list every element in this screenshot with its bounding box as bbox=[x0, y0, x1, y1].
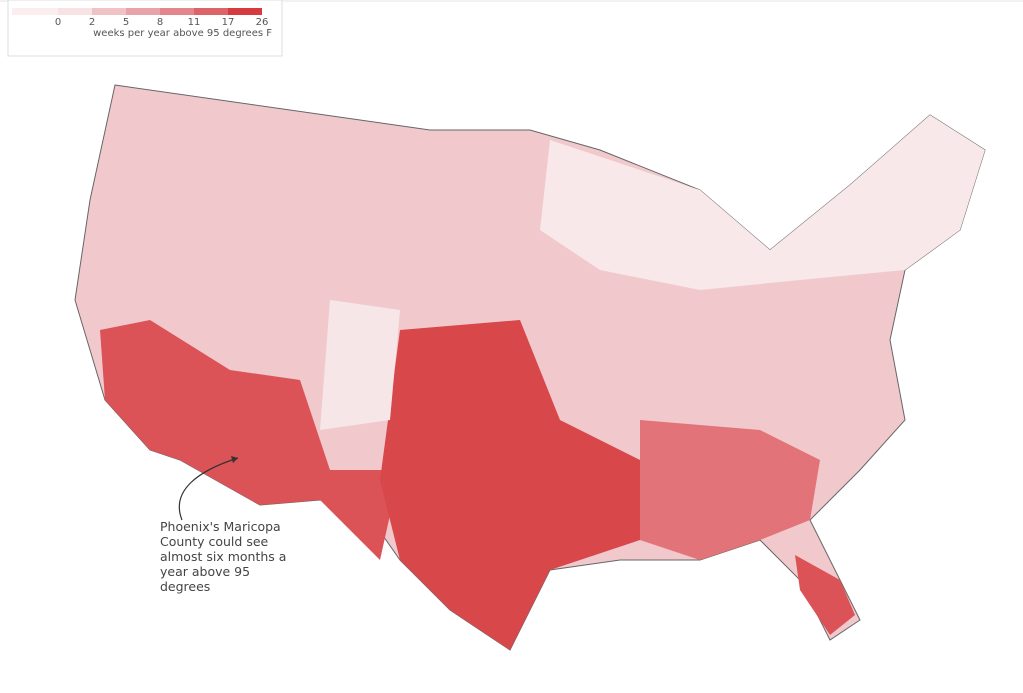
mountain-cool bbox=[320, 300, 400, 430]
legend-swatch bbox=[194, 8, 228, 15]
annotation-line: Phoenix's Maricopa bbox=[160, 519, 281, 534]
map bbox=[74, 84, 986, 651]
annotation-line: degrees bbox=[160, 579, 210, 594]
legend-swatch bbox=[58, 8, 92, 15]
legend-swatch bbox=[160, 8, 194, 15]
legend-swatch bbox=[228, 8, 262, 15]
legend-swatch bbox=[12, 8, 58, 15]
southwest-hot bbox=[100, 320, 400, 560]
florida-hot bbox=[795, 555, 855, 635]
annotation-line: County could see bbox=[160, 534, 269, 549]
legend-tick: 8 bbox=[157, 17, 163, 28]
southeast-warm bbox=[640, 420, 820, 560]
legend-tick: 0 bbox=[55, 17, 61, 28]
annotation-line: year above 95 bbox=[160, 564, 250, 579]
annotation-line: almost six months a bbox=[160, 549, 286, 564]
legend-swatch bbox=[126, 8, 160, 15]
legend-swatch bbox=[92, 8, 126, 15]
legend-label: weeks per year above 95 degrees F bbox=[93, 28, 272, 39]
legend: 0 2 5 8 11 17 26 bbox=[12, 8, 268, 28]
arrow-head bbox=[231, 456, 238, 463]
legend-tick: 26 bbox=[256, 17, 269, 28]
cool-region bbox=[540, 115, 985, 290]
legend-tick: 2 bbox=[89, 17, 95, 28]
legend-tick: 17 bbox=[222, 17, 235, 28]
legend-tick: 11 bbox=[188, 17, 201, 28]
legend-tick: 5 bbox=[123, 17, 129, 28]
texas-hot bbox=[380, 320, 640, 650]
annotation-arrow bbox=[178, 457, 239, 521]
